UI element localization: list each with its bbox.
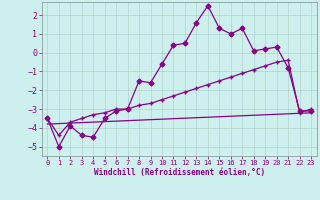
X-axis label: Windchill (Refroidissement éolien,°C): Windchill (Refroidissement éolien,°C)	[94, 168, 265, 177]
